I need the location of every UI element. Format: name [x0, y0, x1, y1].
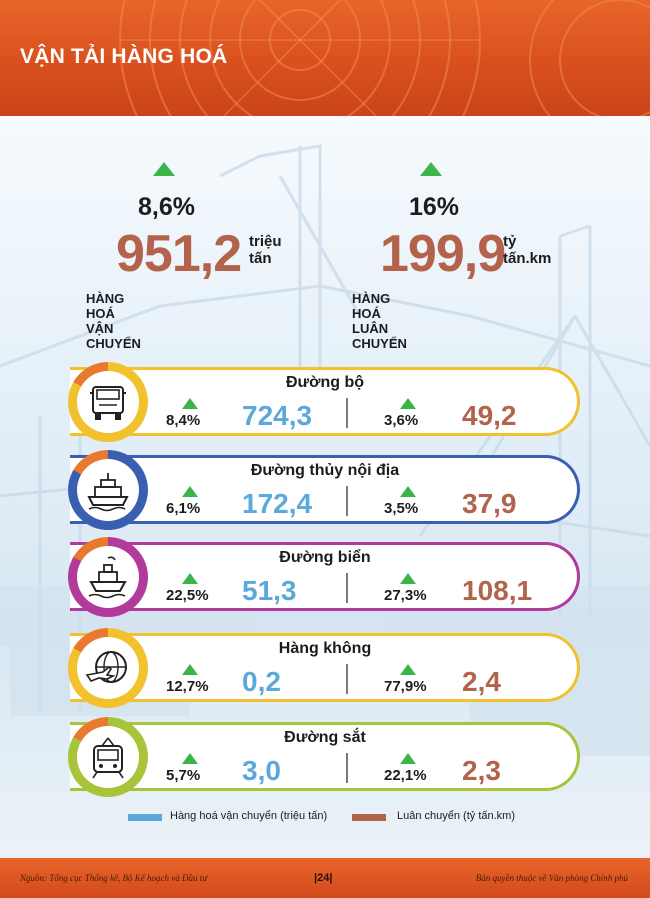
up-arrow-icon — [182, 664, 198, 675]
transport-total: 951,2 — [116, 225, 242, 283]
mode-icon-badge — [68, 628, 148, 708]
mode-rotation-growth: 3,5% — [384, 500, 419, 517]
mode-rotation-growth: 22,1% — [384, 767, 427, 784]
mode-rotation-growth: 77,9% — [384, 678, 427, 695]
legend-label-transport: Hàng hoá vận chuyển (triệu tấn) — [170, 810, 328, 822]
airplane-globe-icon — [85, 651, 127, 683]
badge-inner — [77, 726, 139, 788]
mode-rotation-value: 108,1 — [462, 575, 533, 606]
up-arrow-icon — [182, 398, 198, 409]
rotation-total: 199,9 — [380, 225, 506, 283]
mode-transport-value: 172,4 — [242, 488, 313, 519]
badge-inner — [77, 371, 139, 433]
page-title: VẬN TẢI HÀNG HOÁ — [20, 45, 228, 68]
up-arrow-icon — [182, 573, 198, 584]
mode-name: Hàng không — [278, 640, 372, 657]
mode-transport-value: 3,0 — [242, 755, 281, 786]
up-arrow-icon — [400, 573, 416, 584]
transport-caption: HÀNG HOÁ VẬN CHUYỂN — [86, 291, 141, 351]
up-arrow-icon — [400, 753, 416, 764]
mode-rotation-growth: 3,6% — [384, 412, 419, 429]
up-arrow-icon — [400, 486, 416, 497]
river-boat-icon — [87, 473, 129, 512]
mode-rotation-value: 2,3 — [462, 755, 501, 786]
rotation-caption: HÀNG HOÁ LUÂN CHUYỂN — [352, 291, 407, 351]
mode-rotation-growth: 27,3% — [384, 587, 427, 604]
mode-icon-badge — [68, 450, 148, 530]
mode-icon-badge — [68, 537, 148, 617]
mode-rotation-value: 37,9 — [462, 488, 517, 519]
rotation-growth: 16% — [409, 193, 460, 221]
legend-swatch-transport — [128, 814, 162, 821]
mode-transport-value: 51,3 — [242, 575, 297, 606]
transport-mode-row: Đường biển 22,5% 51,3 27,3% 108,1 — [70, 542, 580, 611]
mode-transport-growth: 8,4% — [166, 412, 201, 429]
mode-icon-badge — [68, 717, 148, 797]
transport-mode-row: Đường thủy nội địa 6,1% 172,4 3,5% 37,9 — [70, 455, 580, 524]
header-banner: VẬN TẢI HÀNG HOÁ — [0, 0, 650, 116]
row-divider — [346, 753, 348, 783]
footer-source: Nguồn: Tổng cục Thống kê, Bộ Kế hoạch và… — [20, 873, 208, 883]
up-arrow-icon — [182, 753, 198, 764]
mode-name: Đường bộ — [285, 374, 365, 391]
mode-rotation-value: 2,4 — [462, 666, 501, 697]
footer-bar: Nguồn: Tổng cục Thống kê, Bộ Kế hoạch và… — [0, 858, 650, 898]
mode-transport-value: 0,2 — [242, 666, 281, 697]
page-number: |24| — [314, 872, 333, 884]
row-divider — [346, 486, 348, 516]
transport-unit: triệu tấn — [249, 233, 282, 267]
row-divider — [346, 398, 348, 428]
mode-transport-growth: 5,7% — [166, 767, 201, 784]
truck-icon — [90, 386, 126, 420]
transport-mode-row: Đường bộ 8,4% 724,3 3,6% 49,2 — [70, 367, 580, 436]
row-divider — [346, 664, 348, 694]
footer-copyright: Bản quyền thuộc về Văn phòng Chính phủ — [475, 873, 628, 883]
up-arrow-icon — [153, 162, 175, 176]
up-arrow-icon — [182, 486, 198, 497]
transport-growth: 8,6% — [138, 193, 195, 221]
up-arrow-icon — [400, 664, 416, 675]
legend-label-rotation: Luân chuyển (tỷ tấn.km) — [397, 810, 516, 822]
mode-icon-badge — [68, 362, 148, 442]
mode-transport-growth: 6,1% — [166, 500, 201, 517]
row-divider — [346, 573, 348, 603]
transport-mode-row: Đường sắt 5,7% 3,0 22,1% 2,3 — [70, 722, 580, 791]
ship-icon — [88, 556, 127, 599]
mode-name: Đường biển — [279, 549, 371, 566]
drum-pattern-decoration — [119, 0, 650, 116]
mode-name: Đường sắt — [284, 729, 366, 746]
train-icon — [92, 737, 124, 779]
rotation-unit: tỷ tấn.km — [503, 233, 552, 267]
mode-rotation-value: 49,2 — [462, 400, 517, 431]
transport-mode-row: Hàng không 12,7% 0,2 77,9% 2,4 — [70, 633, 580, 702]
mode-name: Đường thủy nội địa — [250, 462, 400, 479]
up-arrow-icon — [400, 398, 416, 409]
mode-transport-growth: 22,5% — [166, 587, 209, 604]
legend-swatch-rotation — [352, 814, 386, 821]
up-arrow-icon — [420, 162, 442, 176]
mode-transport-value: 724,3 — [242, 400, 313, 431]
mode-transport-growth: 12,7% — [166, 678, 209, 695]
